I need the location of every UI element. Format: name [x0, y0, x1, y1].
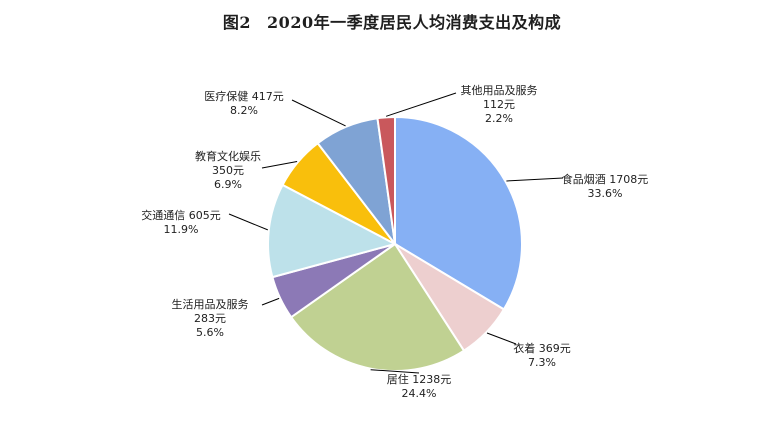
- chart-title-text: 2020年一季度居民人均消费支出及构成: [267, 13, 562, 32]
- leader-lines: [228, 92, 564, 374]
- pie-slices: [267, 115, 523, 372]
- slice-name-value-label: 居住 1238元: [387, 372, 452, 386]
- leader-line: [261, 161, 298, 169]
- slice-percent-label: 7.3%: [528, 356, 556, 369]
- slice-name-value-label: 医疗保健 417元: [204, 89, 284, 103]
- slice-value-label: 283元: [194, 312, 226, 325]
- leader-line: [385, 92, 457, 117]
- pie-slice: [376, 115, 396, 245]
- slice-percent-label: 6.9%: [214, 178, 242, 191]
- chart-title: 图2 2020年一季度居民人均消费支出及构成: [0, 9, 784, 33]
- slice-name-value-label: 交通通信 605元: [141, 208, 221, 222]
- leader-line: [506, 177, 564, 182]
- slice-percent-label: 8.2%: [230, 104, 258, 117]
- slice-percent-label: 33.6%: [588, 187, 623, 200]
- slice-percent-label: 2.2%: [485, 112, 513, 125]
- slice-percent-label: 11.9%: [164, 223, 199, 236]
- slice-value-label: 112元: [483, 98, 515, 111]
- leader-line: [261, 297, 280, 306]
- slice-name-value-label: 衣着 369元: [513, 341, 571, 355]
- leader-line: [370, 369, 420, 374]
- slice-name-value-label: 食品烟酒 1708元: [562, 172, 649, 186]
- pie-slice: [289, 242, 466, 372]
- slice-percent-label: 5.6%: [196, 326, 224, 339]
- pie-slice: [394, 115, 523, 311]
- slice-name-label: 教育文化娱乐: [195, 149, 261, 163]
- figure-number: 图2: [222, 13, 252, 32]
- slice-name-label: 其他用品及服务: [461, 84, 538, 97]
- pie-slice: [267, 183, 398, 279]
- slice-value-label: 350元: [212, 164, 244, 177]
- leader-line: [486, 332, 517, 345]
- leader-line: [291, 99, 346, 127]
- slice-percent-label: 24.4%: [402, 387, 437, 400]
- leader-line: [228, 213, 268, 231]
- slice-name-label: 生活用品及服务: [172, 297, 249, 311]
